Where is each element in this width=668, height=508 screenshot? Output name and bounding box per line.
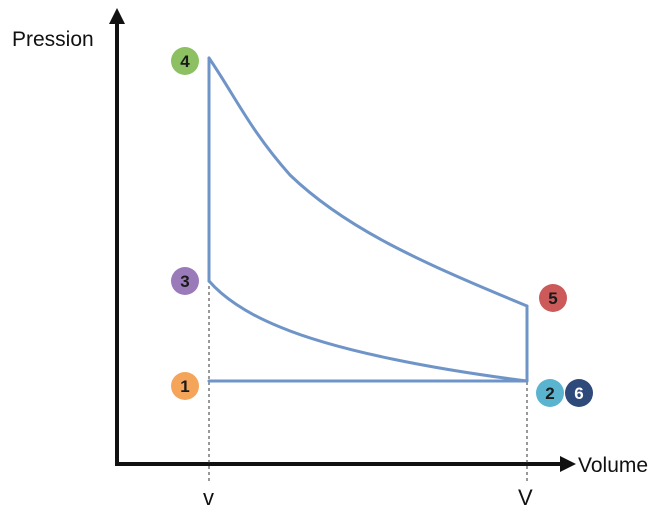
state-marker-1 [171, 372, 199, 400]
y-axis-label: Pression [12, 28, 94, 51]
state-marker-2 [536, 379, 564, 407]
state-marker-3 [171, 267, 199, 295]
x-axis-label: Volume [578, 454, 648, 477]
state-badge-3: 3 [171, 267, 199, 295]
state-marker-4 [171, 47, 199, 75]
state-label-2: 2 [545, 384, 554, 403]
state-badge-5: 5 [539, 284, 567, 312]
state-badge-4: 4 [171, 47, 199, 75]
cycle [207, 56, 529, 383]
state-marker-6 [565, 379, 593, 407]
tick-label-V: V [518, 485, 533, 508]
state-label-3: 3 [180, 272, 189, 291]
state-badge-1: 1 [171, 372, 199, 400]
state-badge-2: 2 [536, 379, 564, 407]
expansion-4-5 [207, 56, 529, 308]
state-label-5: 5 [548, 289, 557, 308]
tick-label-v: v [203, 485, 214, 508]
state-marker-5 [539, 284, 567, 312]
state-badge-6: 6 [565, 379, 593, 407]
state-label-4: 4 [180, 52, 190, 71]
state-label-6: 6 [574, 384, 583, 403]
compression-2-3 [207, 279, 529, 383]
state-label-1: 1 [180, 377, 189, 396]
